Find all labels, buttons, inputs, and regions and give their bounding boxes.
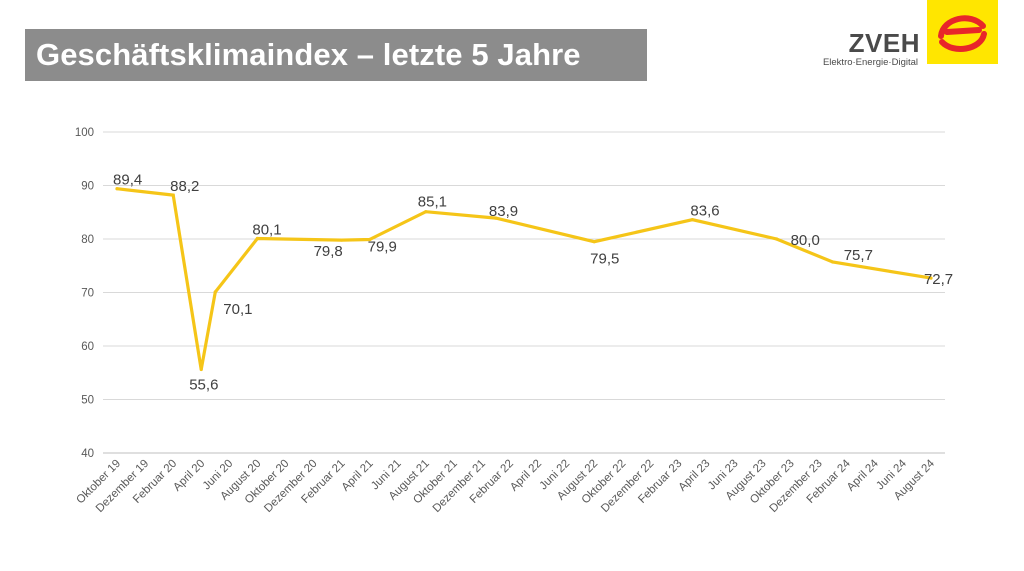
data-label: 79,9 — [368, 239, 397, 256]
data-point — [494, 216, 498, 220]
data-label: 79,5 — [590, 251, 619, 268]
logo-tagline: Elektro·Energie·Digital — [822, 57, 918, 68]
data-label: 85,1 — [418, 194, 447, 211]
x-tick-label: April 20 — [171, 458, 207, 494]
x-tick-label: April 22 — [508, 458, 544, 494]
data-label: 79,8 — [314, 243, 343, 260]
series-line — [115, 187, 933, 370]
data-point — [592, 240, 596, 244]
zveh-logo-icon — [927, 0, 998, 64]
data-label: 72,7 — [924, 271, 953, 288]
data-point — [199, 367, 203, 372]
data-label: 80,1 — [252, 221, 281, 238]
y-tick-label: 60 — [81, 341, 94, 353]
y-tick-label: 100 — [75, 127, 94, 139]
data-point — [339, 238, 344, 242]
data-label: 70,1 — [223, 301, 252, 318]
data-point — [213, 290, 217, 294]
data-point — [115, 187, 119, 191]
logo-wordmark: ZVEH — [848, 28, 920, 58]
data-label: 88,2 — [170, 178, 199, 195]
x-tick-label: April 24 — [845, 457, 881, 493]
x-tick-label: April 23 — [676, 458, 712, 494]
data-point — [424, 210, 428, 214]
data-point — [255, 236, 259, 241]
y-tick-label: 40 — [81, 448, 94, 460]
data-point — [831, 260, 835, 264]
data-label: 83,6 — [690, 203, 719, 220]
y-tick-label: 70 — [81, 288, 94, 300]
y-tick-label: 90 — [81, 181, 94, 193]
data-point — [929, 276, 933, 280]
data-point — [368, 237, 372, 242]
data-label: 75,7 — [844, 247, 873, 264]
y-tick-label: 50 — [81, 395, 94, 407]
data-point — [690, 218, 695, 222]
data-label: 83,9 — [489, 203, 518, 220]
title-banner: Geschäftsklimaindex – letzte 5 Jahre — [25, 29, 647, 81]
page-title: Geschäftsklimaindex – letzte 5 Jahre — [36, 37, 581, 72]
data-point — [171, 193, 175, 197]
data-label: 80,0 — [791, 232, 820, 249]
x-tick-label: April 21 — [340, 458, 376, 494]
data-label: 55,6 — [189, 377, 218, 394]
data-point — [775, 237, 779, 241]
data-label: 89,4 — [113, 172, 142, 189]
y-tick-label: 80 — [81, 234, 94, 246]
